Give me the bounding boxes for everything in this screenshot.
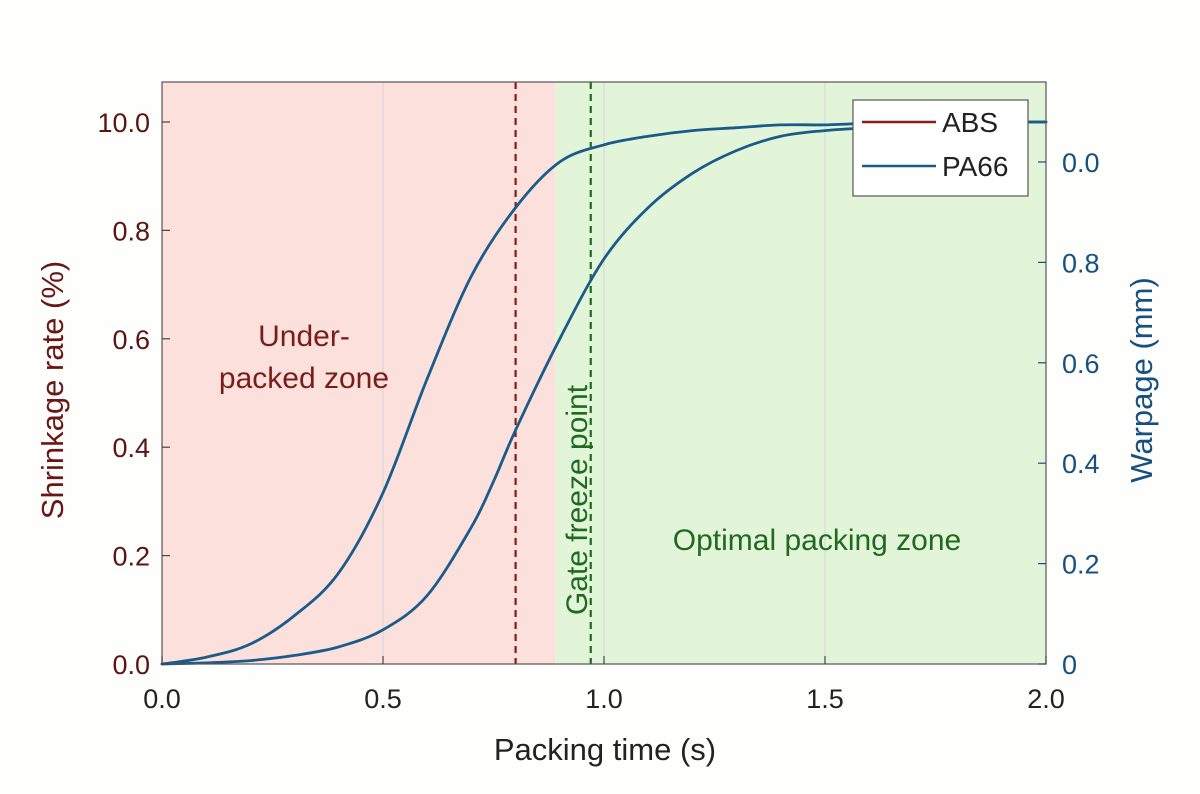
- legend: ABS PA66: [852, 99, 1029, 197]
- y-left-tick-label: 10.0: [97, 108, 150, 138]
- y-axis-left-label: Shrinkage rate (%): [35, 261, 70, 519]
- zone-label-under-packed: Under-: [258, 320, 350, 353]
- y-left-tick-label: 0.2: [112, 542, 150, 572]
- y-left-tick-label: 0.0: [112, 650, 150, 680]
- reference-lines: [514, 82, 592, 664]
- legend-label-pa66: PA66: [942, 151, 1008, 182]
- grid-lines: [382, 82, 826, 664]
- zone-label-optimal: Optimal packing zone: [673, 524, 962, 557]
- x-tick-label: 2.0: [1027, 684, 1065, 714]
- y-right-tick-label: 0.8: [1062, 248, 1100, 278]
- y-axis-right-label: Warpage (mm): [1124, 277, 1159, 483]
- y-right-tick-label: 0.4: [1062, 449, 1100, 479]
- ticks: 0.0 0.5 1.0 1.5 2.0 0.0 0.2 0.4 0.6 0.8 10.0 0 0.2 0.…: [97, 108, 1099, 714]
- x-tick-label: 0.5: [364, 684, 402, 714]
- y-right-tick-label: 0: [1062, 650, 1077, 680]
- y-right-tick-label: 0.6: [1062, 349, 1100, 379]
- x-tick-label: 1.5: [806, 684, 844, 714]
- y-left-tick-label: 0.8: [112, 216, 150, 246]
- y-right-tick-label: 0.2: [1062, 550, 1100, 580]
- zone-band-0: [162, 82, 556, 664]
- zone-label-under-packed: packed zone: [219, 362, 389, 395]
- y-left-tick-label: 0.4: [112, 433, 150, 463]
- gate-freeze-label: Gate freeze point: [561, 384, 594, 615]
- y-left-tick-label: 0.6: [112, 325, 150, 355]
- y-right-tick-label: 0.0: [1062, 148, 1100, 178]
- legend-label-abs: ABS: [942, 107, 998, 138]
- zone-labels: Under-packed zone Optimal packing zone Gat…: [219, 320, 961, 615]
- x-axis-label: Packing time (s): [494, 732, 716, 767]
- legend-box: [852, 99, 1029, 197]
- x-tick-label: 0.0: [143, 684, 181, 714]
- x-tick-label: 1.0: [585, 684, 623, 714]
